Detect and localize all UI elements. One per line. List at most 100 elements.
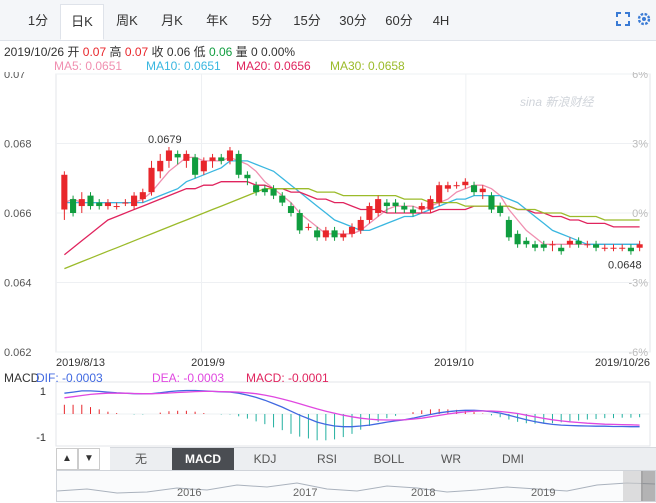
gear-icon[interactable]: [636, 11, 652, 27]
candle-body: [479, 188, 486, 193]
x-tick: 2019/10/26: [595, 357, 650, 369]
indicator-boll[interactable]: BOLL: [373, 452, 405, 466]
scroll-down-button[interactable]: ▼: [78, 448, 100, 470]
dea-line: [64, 390, 640, 426]
candle-body: [383, 202, 390, 207]
y-tick-right: 3%: [632, 139, 648, 151]
candle-body: [593, 244, 600, 248]
candle-body: [497, 206, 504, 213]
candle-body: [549, 244, 556, 246]
candle-body: [70, 199, 77, 213]
range-navigator[interactable]: 2016 2017 2018 2019: [56, 470, 656, 502]
y-tick-right: 6%: [632, 72, 648, 81]
indicator-none[interactable]: 无: [134, 452, 147, 466]
min-annotation: 0.0648: [608, 260, 642, 272]
ma30-line: [64, 188, 640, 270]
scroll-up-button[interactable]: ▲: [56, 448, 78, 470]
tab-monthly-k[interactable]: 月K: [161, 13, 183, 28]
dif-line: [64, 389, 640, 428]
candle-body: [558, 247, 565, 252]
y-tick-left: 0.066: [4, 208, 32, 220]
dea-label: DEA: -0.0003: [152, 371, 225, 385]
candle-body: [601, 247, 608, 249]
candle-body: [427, 199, 434, 210]
info-open-label: 开: [67, 45, 80, 59]
indicator-tab-bar: 无 MACD KDJ RSI BOLL WR DMI: [110, 447, 656, 470]
candle-body: [627, 247, 634, 252]
x-tick: 2019/8/13: [56, 357, 105, 369]
candle-body: [200, 160, 207, 172]
macd-y-tick: 1: [40, 386, 46, 398]
y-tick-left: 0.07: [4, 72, 25, 81]
navigator-sparkline: [57, 482, 655, 494]
ma10-label: MA10: 0.0651: [146, 59, 221, 73]
candle-body: [235, 153, 242, 175]
tab-weekly-k[interactable]: 周K: [116, 13, 138, 28]
tab-15min[interactable]: 15分: [293, 13, 321, 28]
info-close: 0.06: [166, 45, 191, 59]
candle-body: [462, 181, 469, 186]
x-tick: 2019/9: [191, 357, 225, 369]
candle-body: [296, 213, 303, 231]
info-volume-label: 量: [235, 45, 248, 59]
candle-body: [392, 202, 399, 207]
candle-body: [610, 247, 617, 249]
candle-body: [619, 247, 626, 249]
candle-body: [148, 167, 155, 193]
candle-body: [314, 230, 321, 238]
nav-year-2018: 2018: [411, 487, 436, 499]
indicator-dmi[interactable]: DMI: [502, 452, 524, 466]
indicator-wr[interactable]: WR: [441, 452, 461, 466]
candle-body: [131, 195, 138, 207]
macd-legend: MACD DIF: -0.0003 DEA: -0.0003 MACD: -0.…: [4, 371, 329, 385]
info-open: 0.07: [82, 45, 107, 59]
candle-body: [174, 153, 181, 158]
y-tick-right: 0%: [632, 208, 648, 220]
candle-body: [322, 230, 329, 238]
tab-1min[interactable]: 1分: [27, 13, 49, 28]
tab-daily-k[interactable]: 日K: [60, 4, 104, 40]
indicator-kdj[interactable]: KDJ: [253, 452, 277, 466]
tab-5min[interactable]: 5分: [251, 13, 273, 28]
candle-body: [331, 230, 338, 238]
indicator-macd[interactable]: MACD: [172, 448, 234, 470]
candle-body: [305, 226, 312, 228]
candle-body: [192, 157, 199, 175]
candle-body: [226, 150, 234, 161]
candle-body: [514, 233, 521, 245]
candle-body: [584, 244, 591, 246]
info-high-label: 高: [109, 45, 122, 59]
candle-body: [531, 244, 539, 248]
info-low-label: 低: [193, 45, 206, 59]
ma20-label: MA20: 0.0656: [236, 59, 311, 73]
y-tick-left: 0.068: [4, 139, 32, 151]
navigator-left-handle[interactable]: [623, 471, 643, 501]
nav-year-2016: 2016: [177, 487, 202, 499]
tab-60min[interactable]: 60分: [385, 13, 413, 28]
candle-body: [96, 202, 103, 207]
y-tick-right: -3%: [628, 278, 648, 290]
nav-year-2017: 2017: [293, 487, 318, 499]
tab-yearly-k[interactable]: 年K: [206, 13, 228, 28]
info-high: 0.07: [124, 45, 149, 59]
indicator-rsi[interactable]: RSI: [316, 452, 337, 466]
candle-body: [540, 244, 547, 248]
candle-body: [287, 206, 295, 213]
candle-body: [366, 206, 373, 220]
ohlc-info: 2019/10/26 开 0.07 高 0.07 收 0.06 低 0.06 量…: [4, 43, 295, 60]
candle-body: [78, 199, 85, 207]
tab-30min[interactable]: 30分: [339, 13, 367, 28]
candle-body: [340, 233, 347, 238]
candle-body: [87, 195, 94, 207]
candle-body: [409, 209, 417, 213]
y-tick-left: 0.062: [4, 347, 32, 359]
candle-body: [209, 157, 216, 161]
info-date: 2019/10/26: [4, 45, 65, 59]
fullscreen-icon[interactable]: [616, 12, 630, 26]
candle-body: [566, 240, 573, 245]
navigator-right-handle[interactable]: [641, 471, 655, 501]
tab-4h[interactable]: 4H: [432, 13, 450, 28]
kline-chart[interactable]: 0.070.0680.0660.0640.0626%3%0%-3%-6%2019…: [0, 72, 656, 447]
candle-body: [157, 160, 164, 172]
info-close-label: 收: [151, 45, 164, 59]
